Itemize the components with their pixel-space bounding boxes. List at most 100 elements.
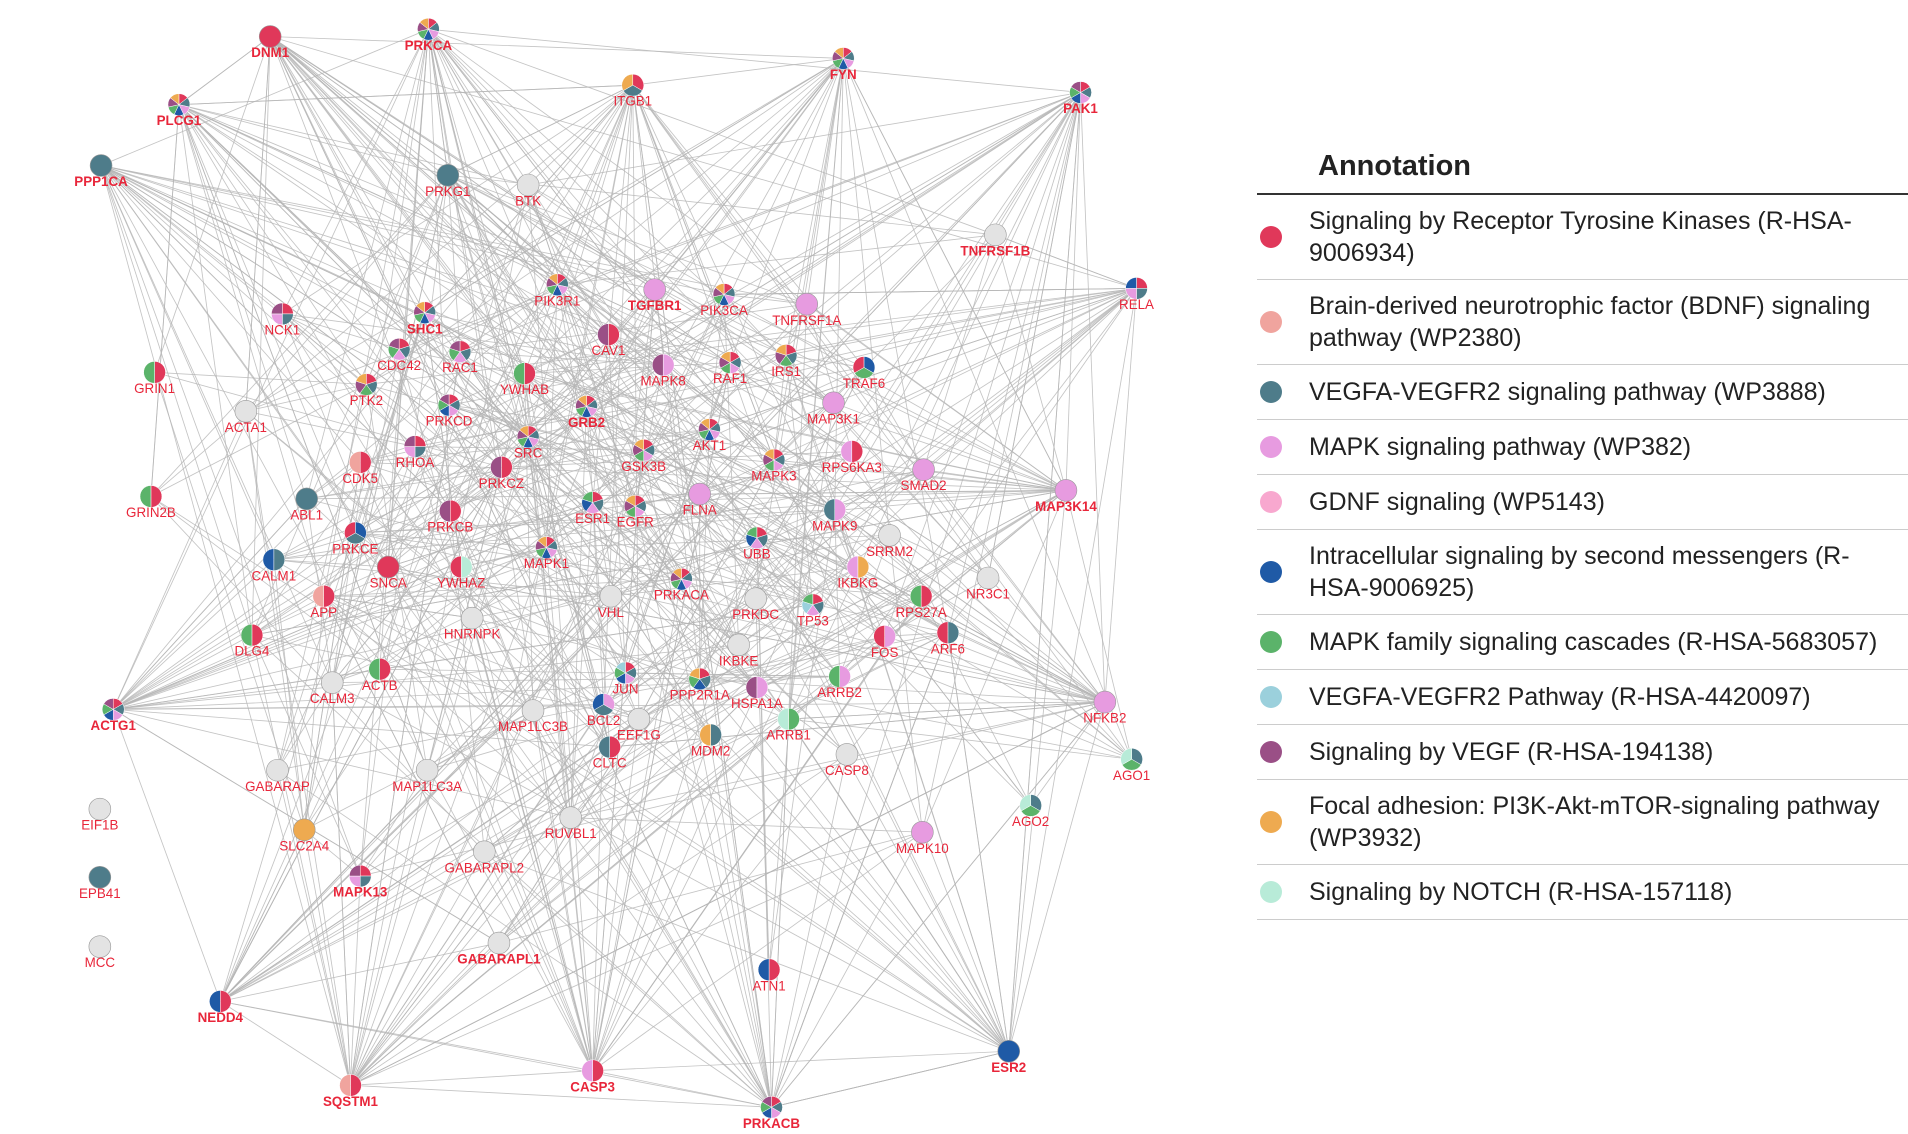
legend: Annotation Signaling by Receptor Tyrosin… bbox=[1257, 150, 1908, 920]
node: GABARAP bbox=[245, 758, 310, 794]
node: IRS1 bbox=[771, 344, 801, 379]
legend-label: VEGFA-VEGFR2 Pathway (R-HSA-4420097) bbox=[1309, 683, 1811, 711]
edge bbox=[459, 351, 758, 688]
node: TNFRSF1A bbox=[772, 292, 841, 328]
edge bbox=[449, 466, 502, 512]
node-slice bbox=[857, 555, 869, 579]
node: PRKCA bbox=[405, 18, 453, 53]
edge bbox=[995, 234, 1137, 289]
edge bbox=[699, 635, 885, 680]
edge bbox=[501, 467, 547, 548]
edge bbox=[277, 769, 772, 1108]
edge bbox=[323, 312, 426, 597]
node-label: GRIN2B bbox=[126, 505, 176, 520]
node-slice bbox=[450, 499, 462, 523]
edge bbox=[414, 446, 644, 451]
node-label: ACTG1 bbox=[91, 718, 137, 733]
edge bbox=[220, 1001, 351, 1086]
edge bbox=[923, 469, 1106, 703]
node: JUN bbox=[612, 661, 638, 696]
edge bbox=[428, 28, 1081, 93]
edge bbox=[427, 29, 525, 374]
node-slice bbox=[273, 548, 285, 571]
node: ATN1 bbox=[752, 958, 786, 993]
node: PRKG1 bbox=[425, 163, 471, 199]
edge bbox=[834, 58, 844, 510]
edge bbox=[350, 351, 461, 1086]
edge bbox=[426, 92, 1081, 771]
edge bbox=[632, 85, 814, 605]
node-label: MAP1LC3A bbox=[392, 779, 462, 794]
node-label: FLNA bbox=[683, 503, 717, 518]
node: MAPK3 bbox=[751, 448, 797, 483]
node-label: RELA bbox=[1119, 297, 1154, 312]
legend-item: Focal adhesion: PI3K-Akt-mTOR-signaling … bbox=[1257, 780, 1908, 865]
node-circle bbox=[878, 524, 901, 547]
node: ABL1 bbox=[290, 487, 323, 522]
edge bbox=[113, 708, 571, 819]
node-slice bbox=[920, 585, 933, 608]
edge bbox=[570, 502, 594, 818]
node-label: PRKCA bbox=[405, 38, 453, 53]
legend-swatch bbox=[1260, 436, 1282, 458]
edge bbox=[723, 294, 807, 305]
node-label: GRIN1 bbox=[134, 381, 175, 396]
edge bbox=[609, 701, 1105, 748]
node: MAP1LC3A bbox=[392, 758, 462, 794]
edge bbox=[424, 312, 529, 438]
edge bbox=[632, 84, 1132, 760]
node-circle bbox=[911, 820, 934, 844]
node-circle bbox=[88, 935, 112, 958]
node-slice bbox=[537, 536, 547, 549]
edge bbox=[1065, 92, 1081, 491]
edge bbox=[112, 498, 308, 710]
node: MAPK8 bbox=[641, 353, 686, 389]
node-slice bbox=[597, 323, 609, 346]
edge bbox=[524, 373, 758, 688]
edge bbox=[379, 184, 529, 670]
node-label: ACTA1 bbox=[225, 420, 267, 435]
legend-label: Signaling by NOTCH (R-HSA-157118) bbox=[1309, 878, 1733, 906]
node-slice bbox=[622, 84, 643, 97]
node-label: SRRM2 bbox=[866, 544, 913, 559]
edge bbox=[842, 58, 949, 633]
edge bbox=[387, 406, 587, 568]
node-label: TGFBR1 bbox=[628, 298, 682, 313]
edge bbox=[178, 104, 731, 363]
node-slice bbox=[139, 485, 152, 508]
node: IKBKG bbox=[837, 555, 878, 591]
edge bbox=[100, 165, 351, 1086]
node-circle bbox=[293, 818, 316, 842]
node-label: MAPK3 bbox=[751, 468, 796, 483]
node-label: PRKDC bbox=[732, 607, 779, 622]
node-slice bbox=[700, 418, 710, 431]
node-label: CLTC bbox=[593, 756, 627, 771]
node: BCL2 bbox=[587, 693, 620, 728]
node-slice bbox=[768, 958, 781, 981]
edge bbox=[947, 632, 1010, 1052]
node-slice bbox=[884, 625, 896, 648]
edge bbox=[100, 165, 529, 438]
legend-item: Signaling by Receptor Tyrosine Kinases (… bbox=[1257, 195, 1908, 280]
edge bbox=[100, 165, 572, 818]
edge bbox=[570, 429, 710, 818]
edge bbox=[557, 284, 853, 452]
edge bbox=[447, 175, 611, 748]
edge bbox=[355, 489, 1066, 534]
node-label: IRS1 bbox=[771, 364, 801, 379]
legend-item: Intracellular signaling by second messen… bbox=[1257, 530, 1908, 615]
edge bbox=[699, 678, 772, 1108]
edge bbox=[366, 58, 844, 385]
edge bbox=[447, 175, 461, 352]
edge bbox=[219, 405, 450, 1002]
edge bbox=[350, 58, 844, 1086]
node-slice bbox=[852, 356, 865, 374]
edges bbox=[100, 28, 1137, 1108]
edge bbox=[592, 489, 1066, 503]
edge bbox=[498, 92, 1081, 944]
edge bbox=[884, 92, 1081, 637]
node-slice bbox=[756, 676, 769, 699]
node-label: RPS6KA3 bbox=[822, 460, 882, 475]
node-label: MAPK13 bbox=[333, 885, 387, 900]
edge bbox=[100, 165, 789, 720]
